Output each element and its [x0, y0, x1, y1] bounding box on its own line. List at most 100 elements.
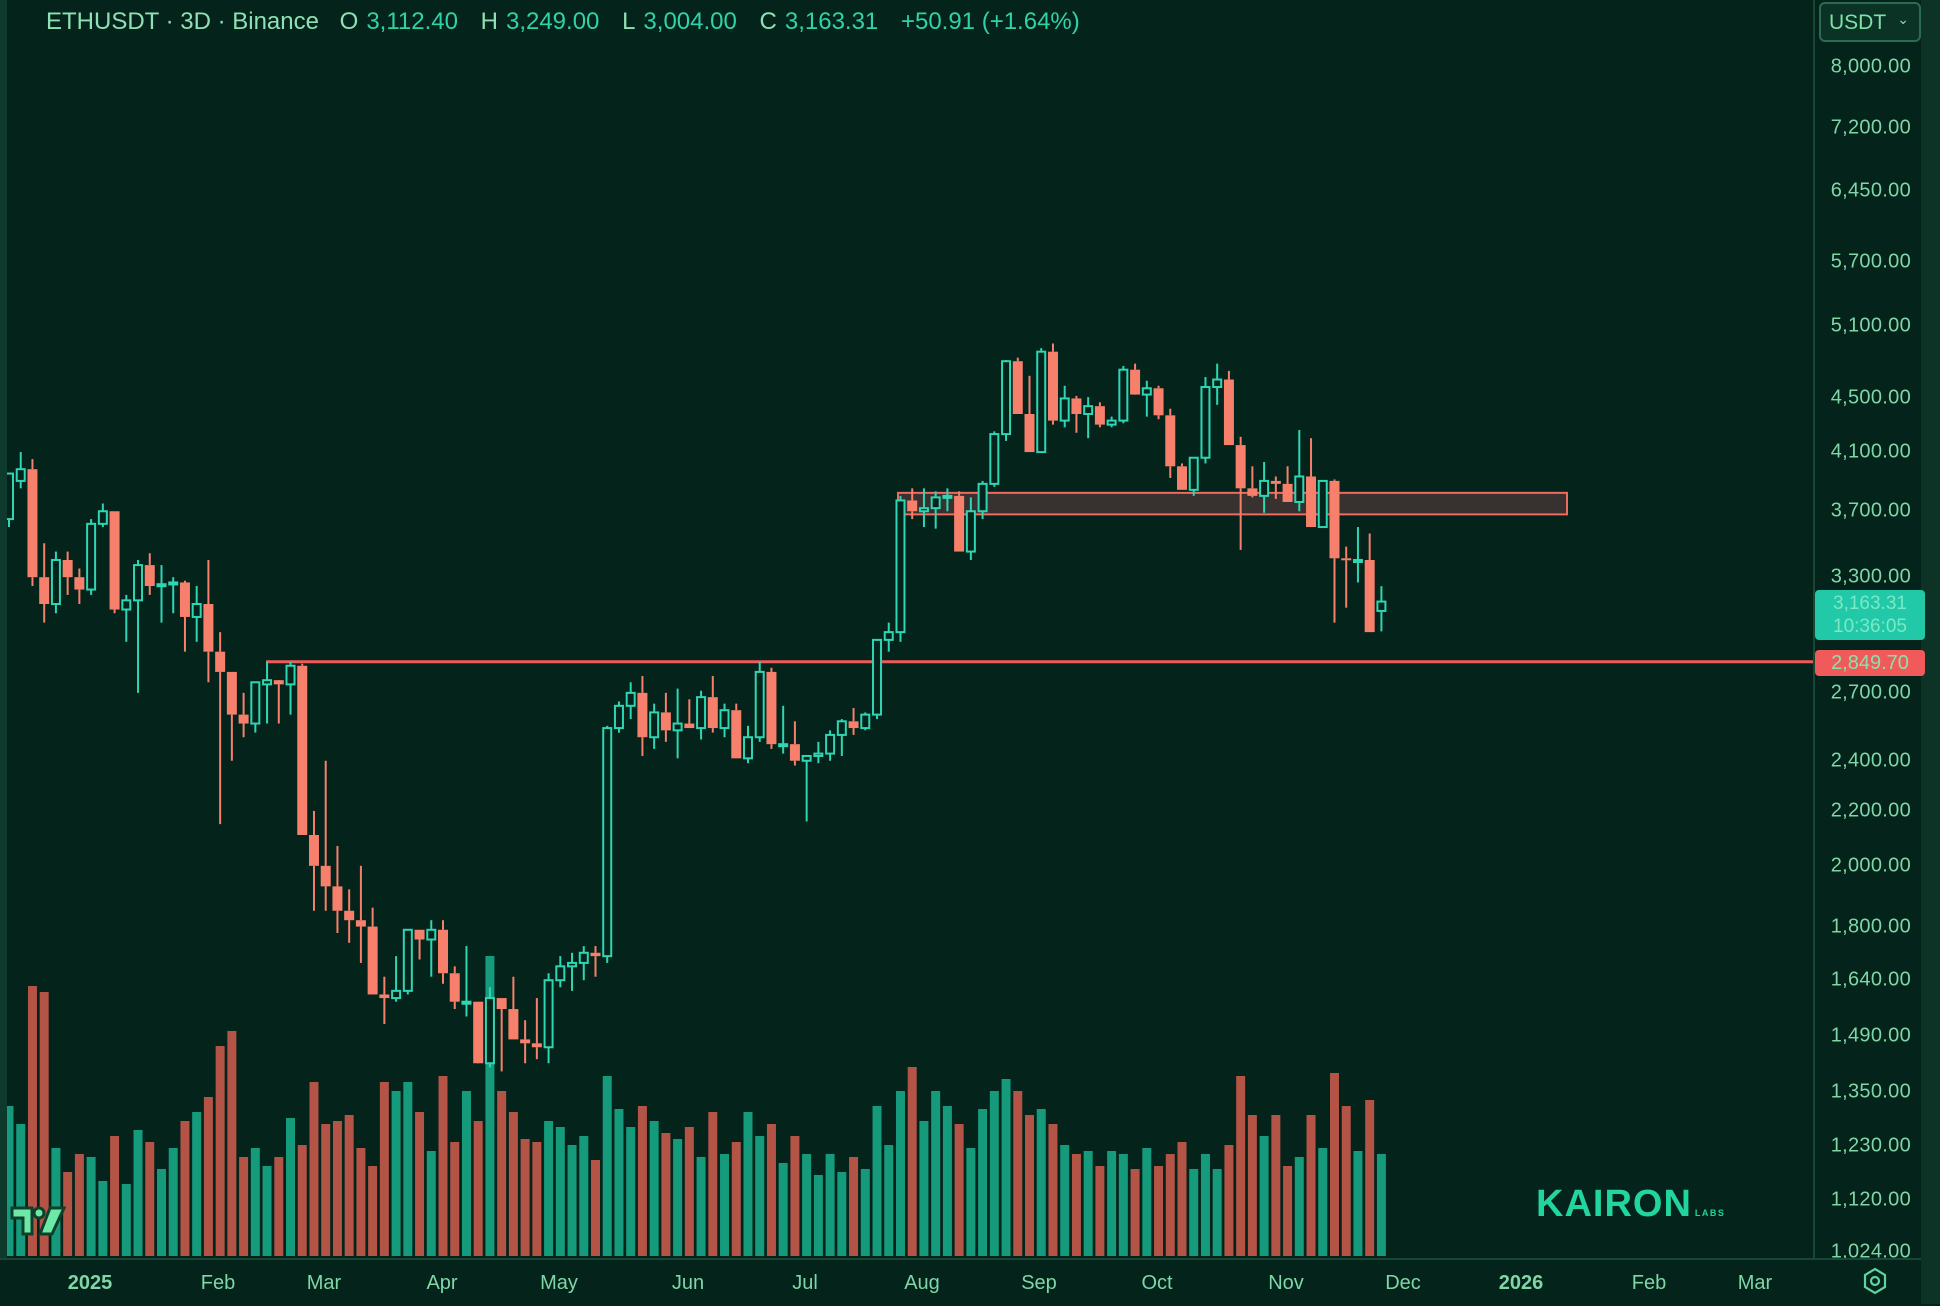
volume-bar [1095, 1166, 1105, 1256]
volume-bar [215, 1046, 225, 1256]
candle-body-up [1376, 600, 1387, 612]
volume-bar [110, 1136, 120, 1256]
volume-bar [379, 1082, 389, 1256]
candle-body-up [402, 928, 413, 992]
volume-bar [368, 1166, 378, 1256]
symbol-legend: ETHUSDT · 3D · Binance O 3,112.40 H 3,249.… [46, 8, 1088, 36]
candle-body-down [508, 1009, 519, 1040]
candle-body-down [273, 680, 284, 685]
volume-bar [579, 1136, 589, 1256]
candle-body-up [543, 979, 554, 1049]
volume-bar [27, 986, 37, 1256]
candle-body-up [461, 1000, 472, 1005]
volume-bar [520, 1139, 530, 1256]
candle-body-up [918, 507, 929, 513]
price-tick: 6,450.00 [1830, 179, 1911, 202]
volume-bar [637, 1106, 647, 1256]
volume-bar [1224, 1145, 1234, 1256]
candle-body-down [637, 692, 648, 738]
candle-body-up [1294, 475, 1305, 503]
candle-body-down [766, 671, 777, 745]
candle-body-up [484, 997, 495, 1065]
volume-bar [802, 1154, 812, 1256]
candle-body-down [74, 577, 85, 590]
settings-gear-icon[interactable] [1860, 1266, 1890, 1296]
candle-body-up [97, 510, 108, 525]
currency-value: USDT [1829, 11, 1887, 34]
volume-bar [473, 1121, 483, 1256]
volume-bar [1365, 1100, 1375, 1256]
candle-body-up [778, 743, 789, 748]
candle-body-up [860, 713, 871, 730]
candle-body-up [672, 722, 683, 732]
volume-bar [614, 1109, 624, 1256]
volume-bar [1189, 1169, 1199, 1256]
volume-bar [825, 1154, 835, 1256]
volume-bar [567, 1145, 577, 1256]
candle-body-up [578, 951, 589, 964]
price-tick: 1,350.00 [1830, 1080, 1911, 1103]
volume-bar [966, 1148, 976, 1256]
candle-body-up [649, 711, 660, 739]
tradingview-logo-icon[interactable] [10, 1204, 66, 1238]
time-axis[interactable]: 2025 Feb Mar Apr May Jun Jul Aug Sep Oct Nov Dec 202… [0, 1258, 1921, 1306]
volume-bar [1048, 1124, 1058, 1256]
candle-body-up [825, 733, 836, 755]
volume-bar [39, 992, 49, 1256]
currency-select[interactable]: USDT ⌄ [1819, 2, 1921, 42]
price-tick: 3,700.00 [1830, 499, 1911, 522]
volume-bar [743, 1112, 753, 1256]
candle-body-down [367, 926, 378, 995]
price-tick: 8,000.00 [1830, 55, 1911, 78]
left-toolbar-edge [0, 0, 7, 1304]
volume-bar [1329, 1073, 1339, 1256]
candlestick-chart[interactable] [0, 0, 1813, 1258]
price-tick: 4,100.00 [1830, 440, 1911, 463]
volume-bar [121, 1184, 131, 1256]
volume-bar [591, 1160, 600, 1256]
candle-body-down [1270, 480, 1281, 484]
price-change: +50.91 (+1.64%) [900, 8, 1080, 35]
candle-body-down [731, 710, 742, 759]
candle-body-up [602, 727, 613, 958]
volume-bar [696, 1157, 706, 1256]
candle-body-up [133, 564, 144, 602]
candle-body-up [836, 720, 847, 736]
chart-pane[interactable] [0, 0, 1813, 1258]
candle-body-up [555, 965, 566, 982]
volume-bar [849, 1157, 859, 1256]
time-tick: 2026 [1498, 1272, 1544, 1294]
candle-body-up [1212, 378, 1223, 389]
candle-body-down [438, 929, 449, 974]
volume-bar [860, 1169, 870, 1256]
candle-body-down [144, 565, 155, 586]
price-tick: 1,024.00 [1830, 1240, 1911, 1263]
candle-body-down [1012, 361, 1023, 414]
volume-bar [332, 1121, 342, 1256]
ohlc-close: C 3,163.31 [759, 8, 879, 35]
volume-bar [1200, 1154, 1210, 1256]
candle-body-down [1329, 480, 1340, 559]
volume-bar [1177, 1142, 1187, 1256]
symbol-title[interactable]: ETHUSDT · 3D · Binance [46, 8, 319, 35]
volume-bar [1118, 1154, 1128, 1256]
candle-body-down [320, 865, 331, 887]
candle-body-up [895, 499, 906, 634]
volume-bar [954, 1124, 964, 1256]
volume-bar [1247, 1115, 1257, 1256]
candle-body-up [883, 631, 894, 641]
volume-bar [778, 1163, 788, 1256]
volume-bar [227, 1031, 237, 1256]
candle-body-down [1094, 406, 1105, 425]
candle-body-down [496, 998, 507, 1010]
candle-body-down [109, 511, 120, 610]
candle-body-up [625, 691, 636, 707]
volume-bar [755, 1136, 765, 1256]
resistance-zone [897, 491, 1568, 516]
volume-bar [544, 1121, 554, 1256]
candle-body-up [965, 510, 976, 553]
volume-bar [415, 1112, 425, 1256]
volume-bar [837, 1172, 847, 1256]
candle-body-down [1071, 398, 1082, 414]
volume-bar [720, 1154, 730, 1256]
